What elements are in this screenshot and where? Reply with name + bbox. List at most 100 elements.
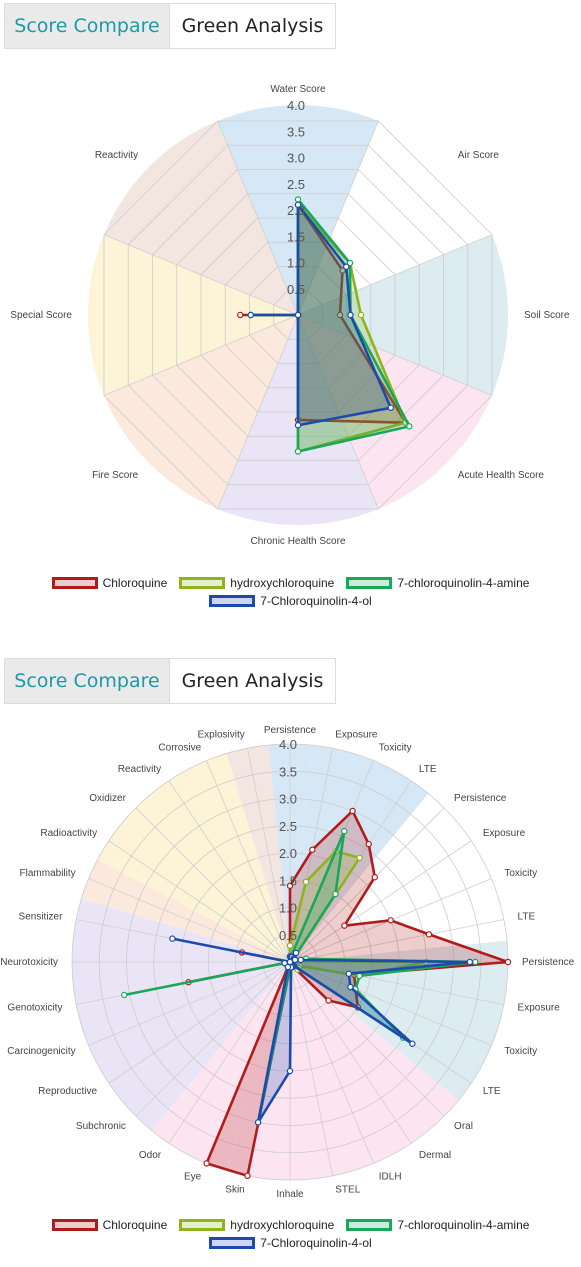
legend-item[interactable]: Chloroquine <box>51 1218 167 1232</box>
grid-spoke <box>108 961 291 1084</box>
grid-spoke <box>108 840 291 963</box>
axis-label: Chronic Health Score <box>250 536 345 547</box>
axis-label: Persistence <box>522 957 575 968</box>
axis-label: Exposure <box>483 828 526 839</box>
legend-item[interactable]: 7-Chloroquinolin-4-ol <box>209 594 372 608</box>
legend-swatch <box>179 577 226 589</box>
axis-label: IDLH <box>379 1171 402 1182</box>
sector-background <box>290 962 499 1065</box>
data-point <box>343 263 350 270</box>
axis-label: Soil Score <box>524 310 570 321</box>
grid-spoke <box>289 807 445 963</box>
tab-score-compare[interactable]: Score Compare <box>4 3 170 49</box>
tick-label: 3.0 <box>287 151 305 166</box>
data-point <box>336 311 344 319</box>
grid-spoke <box>135 807 291 963</box>
sector-background <box>187 962 290 1171</box>
tick-label: 3.5 <box>287 124 305 139</box>
legend-item[interactable]: 7-Chloroquinolin-4-ol <box>209 1236 372 1250</box>
grid-spoke <box>135 961 291 1117</box>
sector-background <box>290 962 393 1171</box>
axis-label: Skin <box>225 1185 244 1196</box>
tick-label: 0.5 <box>287 282 305 297</box>
data-point <box>347 311 354 319</box>
sector-background <box>151 962 290 1155</box>
axis-label: Corrosive <box>158 743 201 754</box>
data-point <box>297 956 304 964</box>
legend-label: 7-chloroquinolin-4-amine <box>397 576 530 590</box>
axis-label: Reactivity <box>118 764 161 775</box>
legend-label: 7-chloroquinolin-4-amine <box>397 1218 530 1232</box>
sector-background <box>97 823 290 962</box>
axis-label: Exposure <box>518 1002 561 1013</box>
data-point <box>286 958 294 966</box>
axis-label: LTE <box>518 912 536 923</box>
data-point <box>247 311 254 319</box>
legend-label: 7-Chloroquinolin-4-ol <box>260 1236 372 1250</box>
data-point <box>169 935 176 942</box>
legend-item[interactable]: hydroxychloroquine <box>179 1218 334 1232</box>
legend-label: 7-Chloroquinolin-4-ol <box>260 594 372 608</box>
grid-spoke <box>289 840 472 963</box>
legend-item[interactable]: Chloroquine <box>51 576 168 590</box>
legend-item[interactable]: 7-chloroquinolin-4-amine <box>346 1218 529 1232</box>
data-point <box>387 404 395 412</box>
grid-spoke <box>206 760 291 963</box>
axis-label: LTE <box>483 1086 501 1097</box>
grid-spoke <box>289 961 374 1164</box>
data-point <box>325 997 332 1004</box>
tab-bar: Score Compare Green Analysis <box>4 3 336 51</box>
axis-label: Genotoxicity <box>7 1002 62 1013</box>
data-point <box>387 917 394 924</box>
data-point <box>284 963 292 971</box>
legend-swatch <box>51 1219 98 1231</box>
sector-background <box>290 745 354 962</box>
data-point <box>347 983 354 991</box>
data-point <box>341 922 348 929</box>
legend-label: Chloroquine <box>102 576 168 590</box>
data-point <box>332 890 339 898</box>
axis-label: Toxicity <box>504 868 537 879</box>
data-point <box>121 991 128 999</box>
sector-background <box>290 962 483 1101</box>
data-point <box>345 970 352 977</box>
grid-spoke <box>297 234 493 316</box>
legend: Chloroquine hydroxychloroquine 7-chloroqui… <box>0 576 581 612</box>
data-point <box>466 958 474 966</box>
axis-label: Sensitizer <box>19 912 64 923</box>
axis-label: Oral <box>454 1121 473 1132</box>
data-point <box>294 201 302 208</box>
legend-swatch <box>179 1219 226 1231</box>
axis-label: STEL <box>335 1185 360 1196</box>
data-point <box>472 958 479 966</box>
legend: Chloroquine hydroxychloroquine 7-chloroqui… <box>0 1218 581 1254</box>
grid-spoke <box>289 919 504 963</box>
tab-score-compare[interactable]: Score Compare <box>4 658 170 704</box>
tick-label: 2.0 <box>287 203 305 218</box>
data-point <box>409 1040 416 1047</box>
data-point <box>309 846 316 853</box>
data-point <box>281 959 288 967</box>
legend-swatch <box>346 577 393 589</box>
sector-background <box>226 962 290 1179</box>
data-point <box>291 956 299 964</box>
grid-spoke <box>88 961 291 1046</box>
data-point <box>294 196 302 203</box>
tab-green-analysis[interactable]: Green Analysis <box>170 3 336 49</box>
sector-background <box>290 859 499 962</box>
legend-item[interactable]: 7-chloroquinolin-4-amine <box>346 576 529 590</box>
data-point <box>504 958 512 966</box>
data-point <box>294 422 302 429</box>
axis-label: Fire Score <box>92 470 139 481</box>
axis-label: Toxicity <box>504 1046 537 1057</box>
tick-label: 1.5 <box>287 229 305 244</box>
legend-item[interactable]: hydroxychloroquine <box>179 576 334 590</box>
axis-label: Reproductive <box>38 1086 97 1097</box>
tick-label: 3.0 <box>279 792 297 807</box>
tick-label: 3.5 <box>279 764 297 779</box>
data-point <box>237 311 244 319</box>
axis-label: Reactivity <box>95 150 138 161</box>
sector-background <box>290 962 429 1155</box>
tab-green-analysis[interactable]: Green Analysis <box>170 658 336 704</box>
